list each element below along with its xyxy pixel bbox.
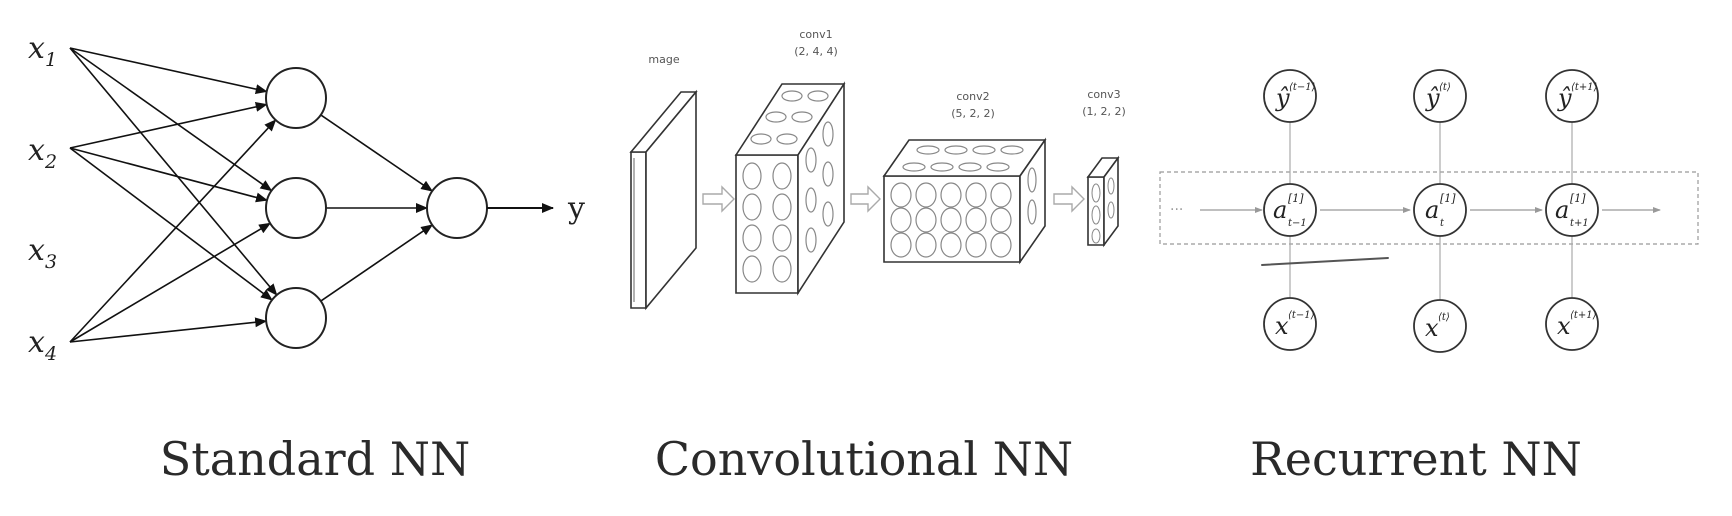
convolutional-nn-caption: Convolutional NN <box>654 432 1074 486</box>
hand-drawn-underline <box>1261 257 1389 266</box>
input-label-x1: x 1 <box>28 31 57 71</box>
svg-text:⟨t−1⟩: ⟨t−1⟩ <box>1289 82 1316 93</box>
convolutional-nn-diagram: mage conv1 (2, 4, 4) <box>629 28 1126 311</box>
hidden-neuron-2 <box>265 177 327 239</box>
rnn-hidden-node-3: a [1] t+1 <box>1545 183 1599 237</box>
svg-text:⟨t⟩: ⟨t⟩ <box>1438 312 1450 323</box>
recurrent-nn-diagram: ··· ŷ ⟨t−1⟩ ŷ ⟨t⟩ ŷ ⟨t+1⟩ a [1] t−1 a [1… <box>1159 69 1699 353</box>
edge-input2-hidden2 <box>69 147 268 203</box>
cnn-arrow-1 <box>702 185 735 213</box>
svg-text:x: x <box>28 325 45 360</box>
svg-text:x: x <box>28 31 45 66</box>
conv2-dims: (5, 2, 2) <box>951 107 995 120</box>
svg-text:1: 1 <box>45 49 57 71</box>
edge-hidden1-output <box>320 114 434 192</box>
cnn-arrow-3 <box>1053 185 1085 213</box>
edge-input4-hidden3 <box>69 317 268 343</box>
edge-input2-hidden3 <box>69 147 273 301</box>
conv2-block <box>882 137 1047 265</box>
svg-text:a: a <box>1555 196 1569 224</box>
rnn-input-node-2: x ⟨t⟩ <box>1413 299 1467 353</box>
output-neuron <box>426 177 488 239</box>
conv1-block <box>734 81 846 296</box>
edge-input4-hidden1 <box>69 119 277 343</box>
conv1-dims: (2, 4, 4) <box>794 45 838 58</box>
edge-hidden3-output <box>320 224 434 302</box>
svg-text:ŷ: ŷ <box>1557 84 1572 112</box>
conv1-label: conv1 <box>799 28 832 41</box>
edge-input1-hidden2 <box>69 47 273 192</box>
svg-text:[1]: [1] <box>1440 192 1456 205</box>
conv3-dims: (1, 2, 2) <box>1082 105 1126 118</box>
svg-text:x: x <box>1557 312 1571 340</box>
svg-text:ŷ: ŷ <box>1275 84 1290 112</box>
standard-nn-caption: Standard NN <box>159 432 471 486</box>
svg-text:x: x <box>1275 312 1289 340</box>
svg-text:ŷ: ŷ <box>1425 84 1440 112</box>
conv3-label: conv3 <box>1087 88 1120 101</box>
rnn-output-node-3: ŷ ⟨t+1⟩ <box>1545 69 1599 123</box>
svg-text:3: 3 <box>45 251 57 273</box>
output-label-y: y <box>567 191 585 226</box>
svg-text:4: 4 <box>44 343 57 365</box>
svg-text:⟨t⟩: ⟨t⟩ <box>1439 82 1451 93</box>
edge-input4-hidden2 <box>69 222 272 343</box>
svg-text:t+1: t+1 <box>1570 218 1589 229</box>
svg-text:x: x <box>1425 314 1439 342</box>
image-label: mage <box>648 53 679 66</box>
rnn-output-node-1: ŷ ⟨t−1⟩ <box>1263 69 1317 123</box>
svg-text:x: x <box>28 133 45 168</box>
rnn-layer-box <box>1159 171 1699 245</box>
rnn-hidden-node-1: a [1] t−1 <box>1263 183 1317 237</box>
svg-text:a: a <box>1425 196 1439 224</box>
svg-text:2: 2 <box>44 151 57 173</box>
svg-text:[1]: [1] <box>1288 192 1304 205</box>
svg-text:[1]: [1] <box>1570 192 1586 205</box>
edge-input1-hidden3 <box>69 47 278 296</box>
svg-text:x: x <box>28 233 45 268</box>
cnn-arrow-2 <box>850 185 881 213</box>
svg-text:⟨t+1⟩: ⟨t+1⟩ <box>1571 82 1598 93</box>
input-label-x4: x 4 <box>28 325 57 365</box>
rnn-output-node-2: ŷ ⟨t⟩ <box>1413 69 1467 123</box>
rnn-hidden-node-2: a [1] t <box>1413 183 1467 237</box>
svg-text:⟨t+1⟩: ⟨t+1⟩ <box>1570 310 1597 321</box>
edge-input1-hidden1 <box>69 47 268 95</box>
recurrent-nn-caption: Recurrent NN <box>1250 432 1582 486</box>
input-image-block <box>629 89 698 311</box>
edge-input2-hidden1 <box>69 101 268 149</box>
rnn-input-node-3: x ⟨t+1⟩ <box>1545 297 1599 351</box>
svg-text:⟨t−1⟩: ⟨t−1⟩ <box>1288 310 1315 321</box>
hidden-neuron-3 <box>265 287 327 349</box>
conv3-block <box>1086 155 1120 248</box>
rnn-input-node-1: x ⟨t−1⟩ <box>1263 297 1317 351</box>
input-label-x2: x 2 <box>28 133 57 173</box>
hidden-neuron-1 <box>265 67 327 129</box>
standard-nn-diagram: y x 1 x 2 x 3 x 4 <box>28 31 585 365</box>
rnn-ellipsis-left: ··· <box>1170 202 1183 218</box>
standard-nn-connections <box>69 47 434 343</box>
input-label-x3: x 3 <box>28 233 57 273</box>
svg-text:t−1: t−1 <box>1288 218 1307 229</box>
svg-text:t: t <box>1440 218 1445 229</box>
svg-text:a: a <box>1273 196 1287 224</box>
conv2-label: conv2 <box>956 90 989 103</box>
